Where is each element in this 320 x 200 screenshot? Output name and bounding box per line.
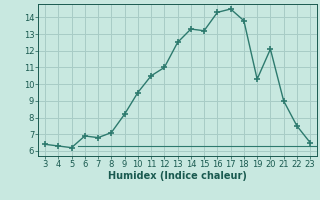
X-axis label: Humidex (Indice chaleur): Humidex (Indice chaleur): [108, 171, 247, 181]
